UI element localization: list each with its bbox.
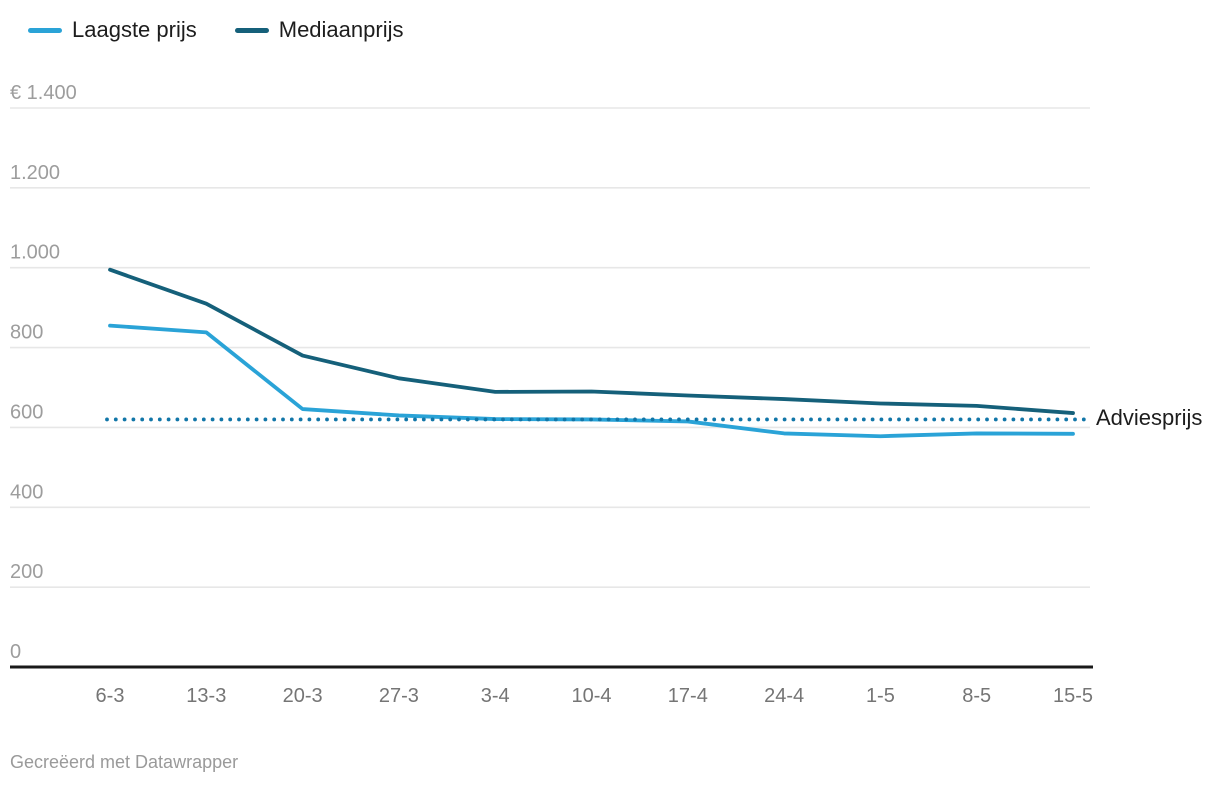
series-line-mediaanprijs	[108, 267, 1075, 415]
y-tick-label: € 1.400	[10, 82, 77, 104]
y-tick-label: 600	[10, 401, 43, 423]
x-tick-label: 17-4	[668, 685, 708, 707]
datawrapper-attribution-link[interactable]: Gecreëerd met Datawrapper	[10, 752, 239, 772]
legend-swatch	[234, 27, 269, 33]
x-tick-label: 1-5	[866, 685, 895, 707]
x-tick-label: 20-3	[283, 685, 323, 707]
gridlines	[10, 107, 1090, 588]
y-axis-labels: 0 200 400 600 800 1.000 1.200 € 1.400	[10, 82, 77, 663]
y-tick-label: 400	[10, 481, 43, 503]
y-tick-label: 1.200	[10, 162, 60, 184]
adviesprijs-annotation: Adviesprijs	[1096, 405, 1203, 430]
x-axis-labels: 6-3 13-3 20-3 27-3 3-4 10-4 17-4 24-4 1-5 8-5 15-5	[96, 685, 1093, 707]
legend-item-mediaanprijs: Mediaanprijs	[234, 17, 404, 42]
x-tick-label: 3-4	[481, 685, 510, 707]
y-tick-label: 0	[10, 641, 21, 663]
legend-label: Laagste prijs	[72, 17, 197, 42]
series-lines	[108, 267, 1075, 439]
x-tick-label: 15-5	[1053, 685, 1093, 707]
y-tick-label: 800	[10, 322, 43, 344]
x-tick-label: 24-4	[764, 685, 804, 707]
x-tick-label: 10-4	[571, 685, 611, 707]
legend: Laagste prijs Mediaanprijs	[28, 19, 403, 41]
x-tick-label: 27-3	[379, 685, 419, 707]
legend-item-laagste-prijs: Laagste prijs	[28, 19, 197, 41]
y-tick-label: 1.000	[10, 242, 60, 264]
legend-swatch	[28, 27, 62, 33]
legend-label: Mediaanprijs	[278, 17, 404, 42]
y-tick-label: 200	[10, 561, 43, 583]
x-tick-label: 13-3	[186, 685, 226, 707]
x-tick-label: 6-3	[96, 685, 125, 707]
x-tick-label: 8-5	[962, 685, 991, 707]
